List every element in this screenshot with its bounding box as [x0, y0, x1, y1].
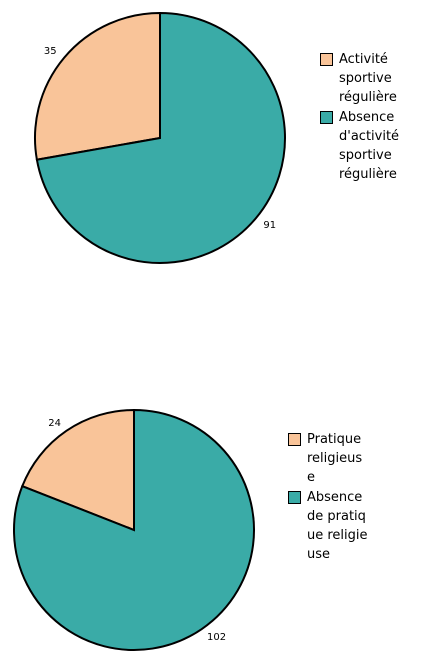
legend-item: Absence de pratique religieuse: [288, 488, 369, 564]
pie-slice: [13, 408, 255, 651]
pie-slice: [34, 11, 161, 161]
legend-swatch: [288, 433, 301, 446]
value-label: 35: [44, 46, 57, 57]
legend: Pratique religieuse Absence de pratique r…: [288, 430, 369, 565]
legend-label: Pratique religieuse: [307, 432, 363, 485]
value-label: 91: [263, 220, 276, 231]
legend-item: Pratique religieuse: [288, 430, 369, 487]
legend-item: Absence d'activité sportive régulière: [320, 108, 421, 184]
value-label: 24: [48, 418, 61, 429]
legend-item: Activité sportive régulière: [320, 50, 421, 107]
legend: Activité sportive régulière Absence d'act…: [320, 50, 421, 185]
pie-slice: [35, 11, 286, 264]
legend-label: Activité sportive régulière: [339, 52, 397, 105]
pie-slice: [20, 408, 135, 532]
legend-swatch: [288, 491, 301, 504]
legend-swatch: [320, 53, 333, 66]
legend-label: Absence d'activité sportive régulière: [339, 110, 400, 182]
value-label: 102: [207, 632, 226, 643]
legend-label: Absence de pratique religieuse: [307, 490, 368, 562]
legend-swatch: [320, 111, 333, 124]
